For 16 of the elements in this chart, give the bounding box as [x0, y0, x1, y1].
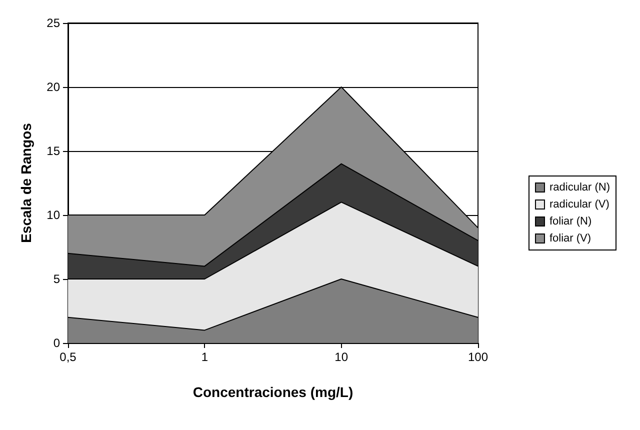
y-tick-label: 20 — [46, 80, 60, 94]
legend-label: foliar (N) — [549, 216, 592, 228]
y-tick-label: 15 — [46, 144, 60, 158]
y-tick-label: 0 — [53, 336, 60, 350]
x-tick-label: 100 — [468, 350, 488, 364]
y-tick-label: 5 — [53, 272, 60, 286]
legend-label: radicular (N) — [549, 182, 610, 194]
x-tick-label: 1 — [201, 350, 208, 364]
y-tick-label: 25 — [46, 16, 60, 30]
y-tick-label: 10 — [46, 208, 60, 222]
x-axis-title: Concentraciones (mg/L) — [192, 384, 354, 400]
legend-label: foliar (V) — [549, 232, 592, 244]
x-tick-label: 10 — [334, 350, 348, 364]
x-tick-label: 0,5 — [60, 350, 77, 364]
legend-label: radicular (V) — [549, 198, 610, 210]
y-axis-title: Escala de Rangos — [18, 122, 34, 243]
